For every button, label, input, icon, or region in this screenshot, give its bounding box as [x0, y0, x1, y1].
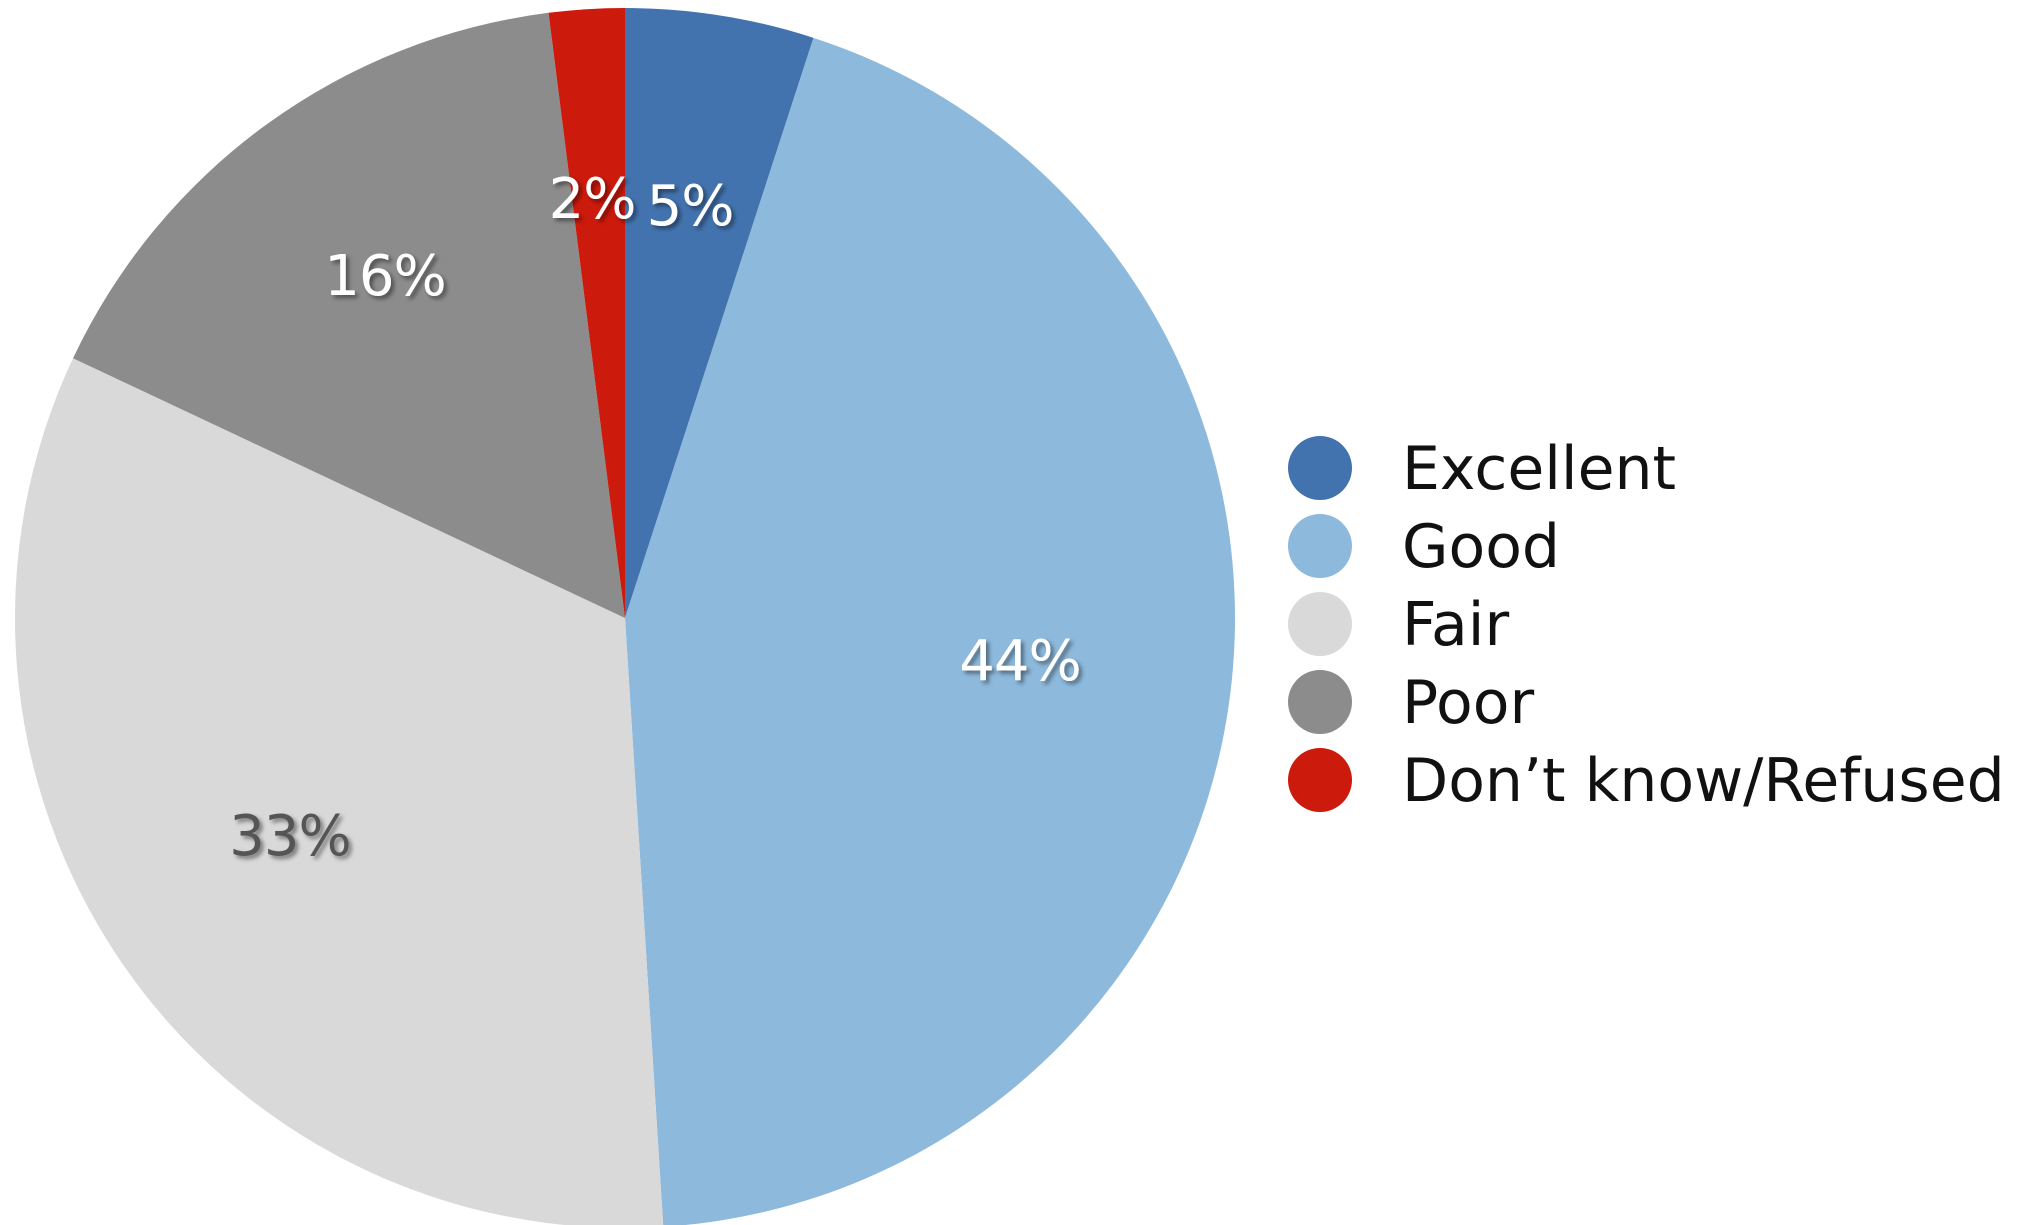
pie-slice-poor [73, 12, 626, 618]
data-label-excellent: 5% [647, 174, 734, 239]
data-label-good: 44% [959, 629, 1080, 694]
legend-label-excellent: Excellent [1402, 434, 1676, 504]
pie-slice-good [625, 37, 1235, 1225]
legend: Excellent Good Fair Poor Don’t know/Refused [1288, 434, 2005, 816]
data-label-poor: 16% [324, 244, 445, 309]
data-label-don-t-know-refused: 2% [549, 167, 636, 232]
pie-data-labels: 5% 44% 33% 16% 2% [229, 167, 1081, 869]
legend-swatch-good [1288, 514, 1352, 578]
pie-slices [15, 8, 1235, 1225]
legend-label-fair: Fair [1402, 590, 1509, 660]
data-label-fair: 33% [229, 804, 350, 869]
legend-swatch-poor [1288, 670, 1352, 734]
pie-slice-excellent [625, 8, 814, 618]
legend-swatch-fair [1288, 592, 1352, 656]
legend-label-poor: Poor [1402, 668, 1534, 738]
pie-slice-fair [15, 358, 664, 1225]
legend-label-don-t-know-refused: Don’t know/Refused [1402, 746, 2005, 816]
legend-swatch-don-t-know-refused [1288, 748, 1352, 812]
pie-slice-don-t-know-refused [548, 8, 625, 618]
legend-swatch-excellent [1288, 436, 1352, 500]
legend-label-good: Good [1402, 512, 1560, 582]
